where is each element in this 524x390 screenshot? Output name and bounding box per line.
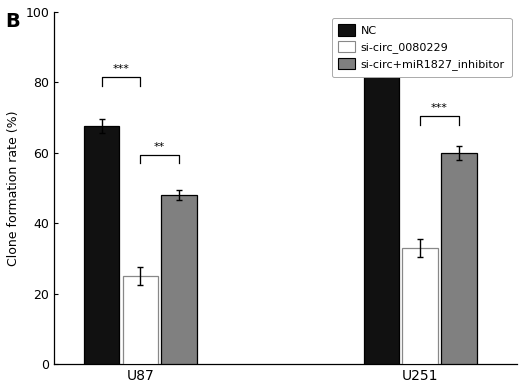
- Text: ***: ***: [431, 103, 448, 113]
- Bar: [161, 195, 197, 364]
- Text: ***: ***: [392, 22, 409, 32]
- Bar: [123, 276, 158, 364]
- Bar: [441, 153, 477, 364]
- Bar: [402, 248, 438, 364]
- Bar: [84, 126, 119, 364]
- Text: ***: ***: [113, 64, 129, 74]
- Text: **: **: [154, 142, 166, 152]
- Bar: [364, 72, 399, 364]
- Legend: NC, si-circ_0080229, si-circ+miR1827_inhibitor: NC, si-circ_0080229, si-circ+miR1827_inh…: [332, 18, 511, 77]
- Y-axis label: Clone formation rate (%): Clone formation rate (%): [7, 110, 20, 266]
- Text: B: B: [5, 12, 20, 31]
